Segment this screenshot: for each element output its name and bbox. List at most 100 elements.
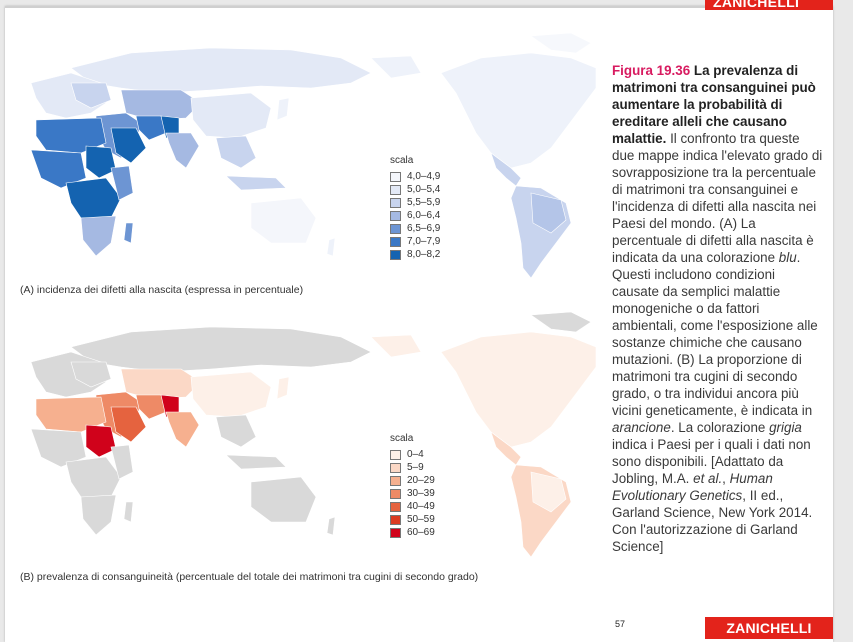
legend-label: 5–9 (407, 462, 424, 473)
brazil (530, 471, 567, 513)
legend-swatch (390, 210, 401, 221)
legend-item: 5–9 (390, 461, 435, 474)
eastern-europe (70, 82, 112, 109)
legend-label: 6,0–6,4 (407, 210, 441, 221)
sudan (85, 145, 117, 179)
legend-item: 0–4 (390, 448, 435, 461)
indonesia (225, 454, 287, 470)
legend-item: 5,5–5,9 (390, 196, 440, 209)
caption-b: (B) prevalenza di consanguineità (percen… (20, 571, 479, 583)
se-asia (215, 414, 257, 448)
iran (135, 115, 167, 141)
australia (250, 197, 317, 244)
east-africa (110, 444, 134, 480)
legend-label: 30–39 (407, 488, 435, 499)
southern-africa (80, 215, 117, 257)
japan (276, 97, 290, 121)
north-america (440, 52, 596, 169)
page-number: 57 (615, 619, 626, 629)
consanguinity-map (30, 311, 596, 558)
madagascar (123, 222, 134, 244)
greenland (530, 311, 592, 333)
legend-item: 7,0–7,9 (390, 235, 440, 248)
russia (70, 47, 372, 94)
brand-logo-bottom: ZANICHELLI (705, 617, 833, 639)
legend-swatch (390, 197, 401, 208)
legend-item: 20–29 (390, 474, 435, 487)
legend-swatch (390, 488, 401, 499)
book-page: ZANICHELLI (5, 0, 833, 642)
legend-label: 6,5–6,9 (407, 223, 441, 234)
legend-label: 8,0–8,2 (407, 249, 441, 260)
brand-logo-top: ZANICHELLI (705, 0, 833, 10)
se-asia (215, 135, 257, 169)
legend-b: scala 0–4 5–9 20–29 30–39 40–49 50–59 60–69 (390, 433, 435, 539)
legend-swatch (390, 501, 401, 512)
legend-label: 60–69 (407, 527, 435, 538)
india (165, 411, 200, 448)
legend-item: 5,0–5,4 (390, 183, 440, 196)
central-africa (65, 177, 122, 219)
legend-swatch (390, 249, 401, 260)
central-africa (65, 456, 122, 498)
legend-swatch (390, 449, 401, 460)
legend-item: 6,0–6,4 (390, 209, 440, 222)
legend-item: 8,0–8,2 (390, 248, 440, 261)
new-zealand (326, 237, 336, 257)
legend-swatch (390, 462, 401, 473)
legend-title: scala (390, 155, 414, 166)
figure-number: Figura 19.36 (612, 63, 691, 78)
central-asia (120, 89, 202, 121)
legend-item: 50–59 (390, 513, 435, 526)
figure-title: La prevalenza di matrimoni tra consangui… (612, 63, 816, 146)
legend-label: 5,0–5,4 (407, 184, 441, 195)
legend-item: 40–49 (390, 500, 435, 513)
china (190, 371, 272, 418)
legend-label: 4,0–4,9 (407, 171, 441, 182)
birth-defects-map (30, 32, 596, 279)
legend-label: 5,5–5,9 (407, 197, 441, 208)
sudan (85, 424, 117, 458)
legend-label: 7,0–7,9 (407, 236, 441, 247)
saudi-arabia (110, 406, 147, 443)
north-america (440, 331, 596, 448)
legend-label: 50–59 (407, 514, 435, 525)
east-africa (110, 165, 134, 201)
legend-swatch (390, 236, 401, 247)
legend-swatch (390, 184, 401, 195)
japan (276, 376, 290, 400)
legend-swatch (390, 514, 401, 525)
alaska (370, 334, 422, 358)
brazil (530, 192, 567, 234)
figure-caption: Figura 19.36 La prevalenza di matrimoni … (612, 63, 823, 554)
legend-label: 40–49 (407, 501, 435, 512)
legend-swatch (390, 527, 401, 538)
greenland (530, 32, 592, 54)
legend-item: 30–39 (390, 487, 435, 500)
new-zealand (326, 516, 336, 536)
indonesia (225, 175, 287, 191)
southern-africa (80, 494, 117, 536)
legend-title: scala (390, 433, 414, 444)
australia (250, 476, 317, 523)
india (165, 132, 200, 169)
eastern-europe (70, 361, 112, 388)
caption-a: (A) incidenza dei difetti alla nascita (… (20, 284, 304, 296)
legend-a: scala 4,0–4,9 5,0–5,4 5,5–5,9 6,0–6,4 6,5–6,… (390, 155, 440, 261)
top-rule (5, 6, 833, 8)
legend-swatch (390, 223, 401, 234)
alaska (370, 55, 422, 79)
legend-swatch (390, 475, 401, 486)
iran (135, 394, 167, 420)
saudi-arabia (110, 127, 147, 164)
legend-label: 20–29 (407, 475, 435, 486)
legend-label: 0–4 (407, 449, 424, 460)
legend-item: 6,5–6,9 (390, 222, 440, 235)
central-asia (120, 368, 202, 400)
madagascar (123, 501, 134, 523)
china (190, 92, 272, 139)
legend-item: 60–69 (390, 526, 435, 539)
legend-swatch (390, 171, 401, 182)
legend-item: 4,0–4,9 (390, 170, 440, 183)
russia (70, 326, 372, 373)
